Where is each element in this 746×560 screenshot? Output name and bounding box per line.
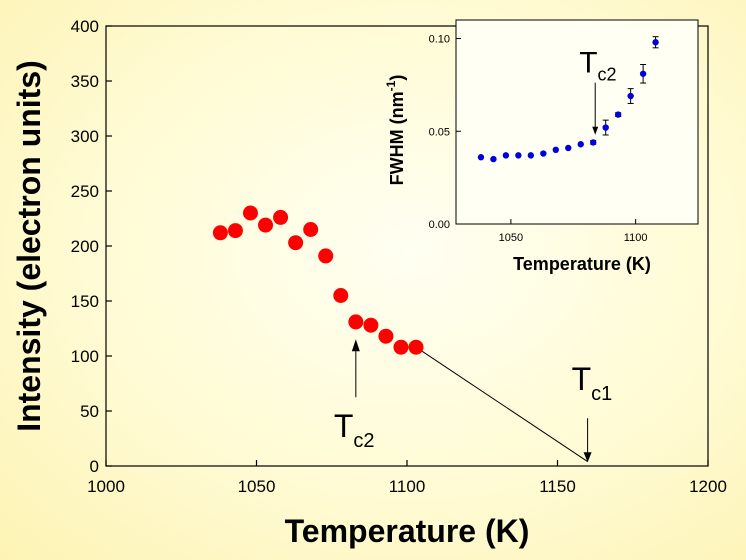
inset-plot-frame (455, 19, 699, 225)
inset-data-point (477, 154, 485, 161)
inset-data-point (602, 124, 609, 131)
inset-y-tick-label: 0.00 (429, 219, 450, 231)
inset-tc2-arrowhead (592, 126, 599, 135)
main-y-tick-label: 0 (90, 457, 99, 476)
main-y-tick-label: 250 (71, 182, 99, 201)
inset-x-tick-label: 1050 (499, 232, 523, 244)
main-points (212, 205, 424, 355)
main-data-point (363, 317, 379, 333)
inset-data-point (540, 150, 547, 157)
inset-x-axis-title: Temperature (K) (513, 254, 651, 274)
inset-y-axis-title: FWHM (nm-1) (384, 75, 407, 186)
main-y-tick-label: 150 (71, 292, 99, 311)
inset-data-point (614, 111, 622, 118)
tc1-label-main: T (572, 361, 592, 397)
inset-data-point (490, 155, 497, 163)
main-x-tick-label: 1000 (87, 477, 125, 496)
main-data-point (318, 248, 334, 264)
inset-points (477, 36, 659, 163)
main-data-point (273, 209, 289, 225)
inset-data-point (552, 146, 559, 154)
main-data-point (393, 339, 409, 355)
main-data-point (288, 235, 304, 251)
tc1-arrowhead (583, 452, 592, 463)
inset-tc2-label-main: T (579, 47, 597, 80)
main-y-tick-label: 300 (71, 127, 99, 146)
main-data-point (227, 223, 243, 239)
main-x-axis-title: Temperature (K) (285, 513, 530, 549)
main-data-point (408, 339, 424, 355)
inset-data-point (515, 152, 522, 159)
inset-data-point (577, 141, 584, 148)
main-data-point (258, 217, 274, 233)
main-data-point (333, 288, 349, 303)
main-x-tick-label: 1200 (689, 477, 727, 496)
main-data-point (378, 328, 394, 344)
main-y-tick-label: 100 (71, 347, 99, 366)
tc2-label-main: T (334, 408, 354, 444)
main-x-tick-label: 1150 (539, 477, 576, 496)
main-data-point (348, 314, 364, 330)
main-y-axis-title: Intensity (electron units) (11, 60, 47, 432)
inset-tc2-label-sub: c2 (598, 65, 617, 85)
main-x-tick-label: 1050 (238, 477, 276, 496)
inset-y-tick-label: 0.05 (429, 126, 450, 138)
inset-tc2-label: Tc2 (579, 47, 616, 85)
main-data-point (242, 205, 258, 221)
inset-data-point (652, 39, 659, 46)
inset-data-point (590, 139, 597, 146)
inset-y-axis-title-main: FWHM (nm (387, 91, 407, 185)
tc2-label: Tc2 (334, 408, 375, 452)
main-y-tick-label: 200 (71, 237, 99, 256)
tc2-label-sub: c2 (353, 430, 374, 452)
inset-chart: 1050 1100 0.00 0.05 0.10 Tc2 Temperature (K)… (384, 19, 699, 274)
main-x-tick-label: 1100 (389, 477, 426, 496)
inset-annotations: Tc2 (579, 47, 617, 135)
inset-data-point (565, 144, 572, 152)
main-y-tick-label: 50 (80, 402, 99, 421)
main-ticks: 1000 1050 1100 1150 1200 0 50 100 150 200 250 300 35… (71, 17, 727, 496)
inset-y-axis-title-sup: -1 (384, 80, 398, 91)
tc2-arrowhead (351, 339, 360, 352)
main-extrapolation-line (415, 346, 588, 463)
inset-data-point (527, 152, 535, 159)
main-data-point (303, 222, 319, 237)
tc1-label: Tc1 (572, 361, 613, 405)
main-data-point (212, 225, 228, 241)
main-y-tick-label: 400 (71, 17, 99, 36)
inset-x-tick-label: 1100 (624, 232, 648, 244)
inset-data-point (627, 92, 634, 100)
main-y-tick-label: 350 (71, 72, 99, 91)
inset-ticks: 1050 1100 0.00 0.05 0.10 (429, 34, 648, 244)
tc1-label-sub: c1 (591, 383, 612, 405)
inset-data-point (639, 70, 647, 77)
inset-y-axis-title-end: ) (387, 75, 407, 81)
inset-data-point (502, 152, 510, 159)
main-chart: 1000 1050 1100 1150 1200 0 50 100 150 200 250 300 35… (11, 17, 727, 549)
main-extrapolation-line-group (415, 346, 588, 463)
inset-y-tick-label: 0.10 (429, 34, 450, 46)
